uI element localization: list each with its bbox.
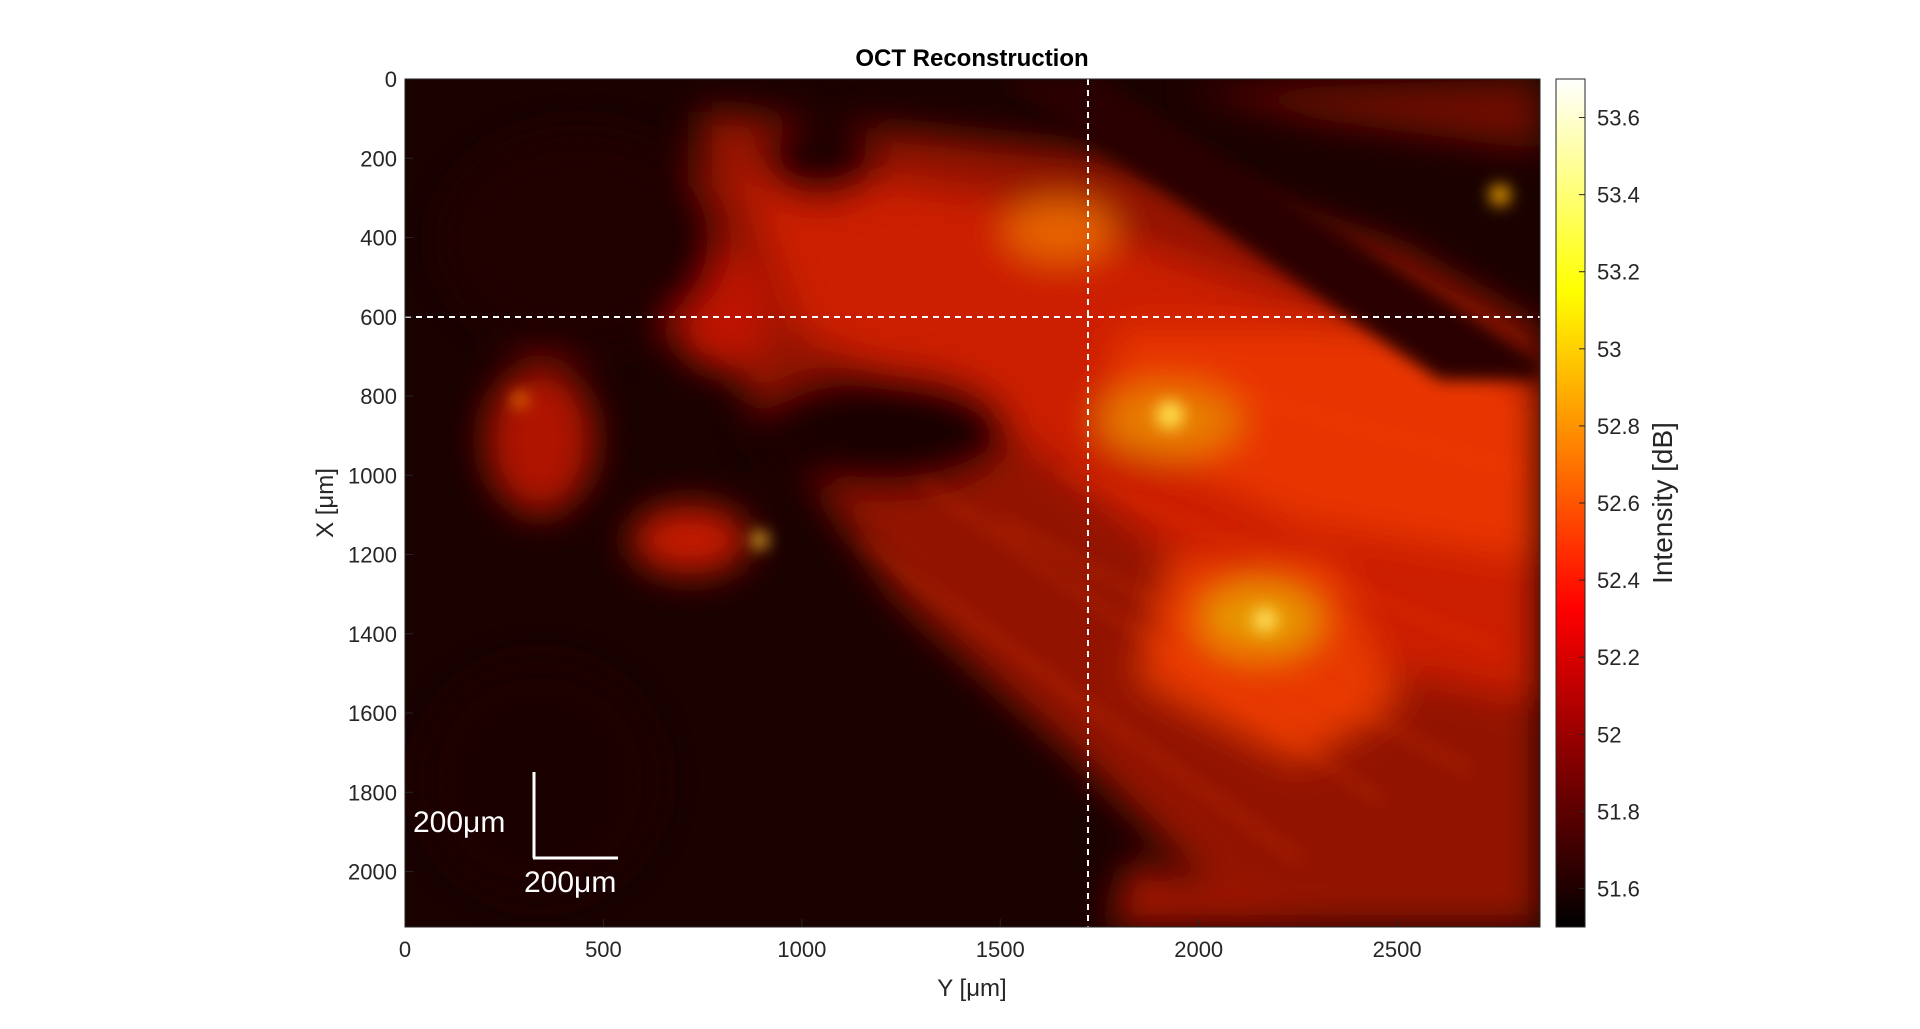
y-tick-label: 2000 xyxy=(348,860,397,885)
y-tick-label: 200 xyxy=(360,146,397,171)
colorbar-tick-label: 53.4 xyxy=(1597,183,1640,208)
colorbar-tick-label: 52.4 xyxy=(1597,568,1640,593)
colorbar-tick-label: 53.6 xyxy=(1597,106,1640,131)
colorbar-tick-label: 52.8 xyxy=(1597,414,1640,439)
x-tick-label: 2000 xyxy=(1174,937,1223,962)
heatmap-image: 200μm 200μm xyxy=(405,79,1540,927)
y-tick-label: 400 xyxy=(360,226,397,251)
x-tick-label: 500 xyxy=(585,937,622,962)
y-tick-label: 1600 xyxy=(348,701,397,726)
y-tick-label: 1800 xyxy=(348,780,397,805)
x-tick-label: 1000 xyxy=(777,937,826,962)
y-tick-label: 1400 xyxy=(348,622,397,647)
y-tick-label: 1000 xyxy=(348,463,397,488)
colorbar-tick-label: 53.2 xyxy=(1597,260,1640,285)
scale-bar-vertical-label: 200μm xyxy=(413,806,505,839)
colorbar-tick-label: 53 xyxy=(1597,337,1621,362)
colorbar-tick-label: 52.6 xyxy=(1597,491,1640,516)
y-axis-label: X [μm] xyxy=(312,468,339,538)
x-axis: 0 500 1000 1500 2000 2500 xyxy=(399,919,1422,962)
x-tick-label: 1500 xyxy=(976,937,1025,962)
y-tick-label: 1200 xyxy=(348,543,397,568)
scale-bar-horizontal-label: 200μm xyxy=(524,866,616,899)
y-tick-label: 600 xyxy=(360,305,397,330)
x-tick-label: 0 xyxy=(399,937,411,962)
colorbar-ticks: 51.6 51.8 52 52.2 52.4 52.6 52.8 53 53.2 53.4 53.6 xyxy=(1579,106,1640,901)
plot-frame xyxy=(404,78,1541,928)
x-tick-label: 2500 xyxy=(1373,937,1422,962)
chart-title: OCT Reconstruction xyxy=(855,45,1088,72)
x-axis-label: Y [μm] xyxy=(937,975,1006,1002)
y-tick-label: 0 xyxy=(385,67,397,92)
colorbar: 51.6 51.8 52 52.2 52.4 52.6 52.8 53 53.2 53.4 53.6… xyxy=(1555,78,1678,928)
y-tick-label: 800 xyxy=(360,384,397,409)
y-axis: 0 200 400 600 800 1000 1200 1400 1600 1800 2000 xyxy=(348,67,413,885)
scale-bars: 200μm 200μm xyxy=(413,772,618,899)
colorbar-label: Intensity [dB] xyxy=(1647,422,1678,584)
colorbar-tick-label: 52 xyxy=(1597,722,1621,747)
colorbar-tick-label: 52.2 xyxy=(1597,645,1640,670)
colorbar-tick-label: 51.8 xyxy=(1597,799,1640,824)
colorbar-tick-label: 51.6 xyxy=(1597,876,1640,901)
